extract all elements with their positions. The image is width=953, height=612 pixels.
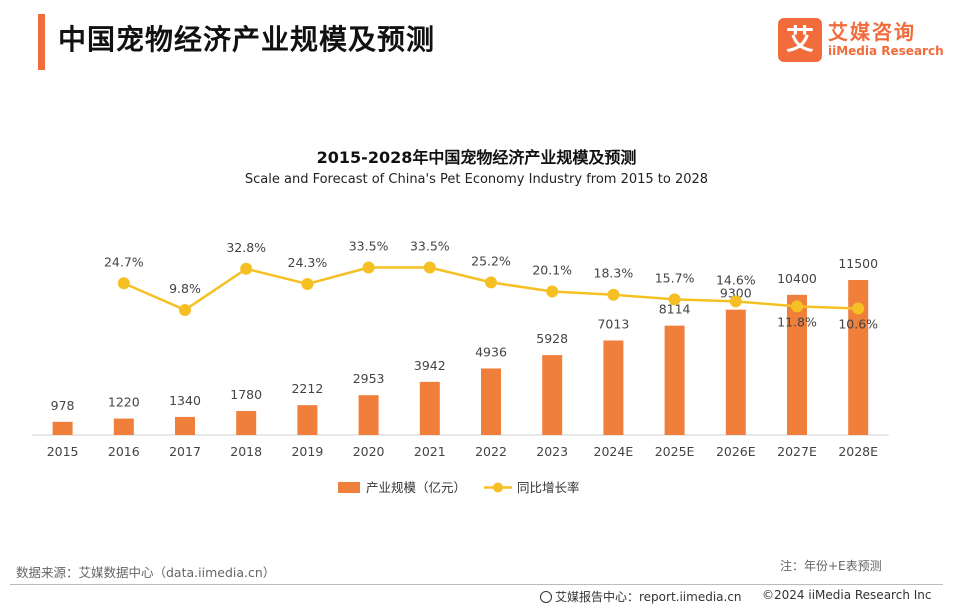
bar-label-2023: 5928 <box>536 331 568 346</box>
x-tick-2025E: 2025E <box>655 444 695 459</box>
bar-2020 <box>358 395 379 435</box>
bar-2026E <box>725 309 746 435</box>
x-tick-2024E: 2024E <box>594 444 634 459</box>
growth-label-2019: 24.3% <box>288 255 328 270</box>
bar-label-2022: 4936 <box>475 344 507 359</box>
growth-label-2017: 9.8% <box>169 281 201 296</box>
growth-point-2019 <box>301 278 314 291</box>
logo-cn-text: 艾媒咨询 <box>828 20 916 44</box>
bar-2017 <box>175 416 195 435</box>
growth-point-2022 <box>485 276 497 289</box>
bar-2023 <box>542 355 563 435</box>
bar-label-2028E: 11500 <box>838 256 878 271</box>
growth-label-2022: 25.2% <box>471 253 511 268</box>
growth-point-2025E <box>668 293 681 306</box>
bar-label-2019: 2212 <box>291 381 323 396</box>
bar-2018 <box>236 411 257 435</box>
growth-label-2025E: 15.7% <box>655 270 695 285</box>
growth-label-2024E: 18.3% <box>594 266 634 281</box>
growth-point-2018 <box>240 262 253 275</box>
growth-label-2021: 33.5% <box>410 239 450 254</box>
x-tick-2018: 2018 <box>230 444 262 459</box>
growth-point-2016 <box>117 277 130 290</box>
footer-divider <box>10 584 943 585</box>
x-tick-2021: 2021 <box>414 444 446 459</box>
forecast-note: 注：年份+E表预测 <box>780 559 882 573</box>
legend-bar-swatch <box>338 482 360 493</box>
x-tick-2015: 2015 <box>47 444 79 459</box>
growth-point-2017 <box>179 303 191 316</box>
bar-2019 <box>297 405 318 435</box>
data-source: 数据来源：艾媒数据中心（data.iimedia.cn） <box>16 565 276 580</box>
x-tick-2019: 2019 <box>291 444 323 459</box>
bar-2015 <box>52 421 73 435</box>
page-title: 中国宠物经济产业规模及预测 <box>58 23 436 56</box>
bar-label-2020: 2953 <box>353 371 385 386</box>
bar-label-2024E: 7013 <box>597 316 629 331</box>
growth-point-2024E <box>607 288 620 301</box>
brand-logo: 艾 艾媒咨询 iiMedia Research <box>778 16 944 68</box>
footer-copyright: ©2024 iiMedia Research Inc <box>762 588 932 602</box>
chart-title: 2015-2028年中国宠物经济产业规模及预测 <box>316 148 637 167</box>
growth-point-2020 <box>362 261 375 274</box>
growth-label-2016: 24.7% <box>104 254 144 269</box>
x-tick-2027E: 2027E <box>777 444 817 459</box>
bar-label-2027E: 10400 <box>777 271 817 286</box>
growth-label-2020: 33.5% <box>349 239 389 254</box>
bar-2027E <box>787 294 807 435</box>
x-tick-2023: 2023 <box>536 444 568 459</box>
chart-subtitle: Scale and Forecast of China's Pet Econom… <box>244 172 709 187</box>
globe-icon <box>540 591 552 603</box>
title-accent-bar <box>38 14 45 70</box>
bar-2021 <box>419 381 440 435</box>
x-tick-2020: 2020 <box>353 444 385 459</box>
bar-2024E <box>603 340 624 435</box>
legend-line-marker <box>493 482 503 493</box>
bar-2022 <box>481 368 501 435</box>
bar-2016 <box>113 418 134 435</box>
x-tick-2022: 2022 <box>475 444 507 459</box>
x-tick-2026E: 2026E <box>716 444 756 459</box>
legend-line-label: 同比增长率 <box>517 480 580 495</box>
x-tick-2016: 2016 <box>108 444 140 459</box>
growth-point-2027E <box>791 300 803 313</box>
bar-label-2016: 1220 <box>108 395 140 410</box>
growth-label-2023: 20.1% <box>532 263 572 278</box>
footer-left-text: 艾媒报告中心：report.iimedia.cn <box>555 590 742 604</box>
growth-point-2028E <box>852 302 865 315</box>
growth-point-2026E <box>729 295 742 308</box>
bar-label-2025E: 8114 <box>659 302 691 317</box>
bar-2025E <box>664 325 685 435</box>
growth-label-2027E: 11.8% <box>777 314 817 329</box>
bar-label-2026E: 9300 <box>720 286 752 301</box>
bar-label-2021: 3942 <box>414 358 446 373</box>
bar-label-2017: 1340 <box>169 393 201 408</box>
x-tick-2028E: 2028E <box>838 444 878 459</box>
growth-point-2023 <box>546 285 559 298</box>
bar-2028E <box>848 280 869 435</box>
bar-label-2015: 978 <box>51 398 75 413</box>
growth-label-2018: 32.8% <box>226 240 266 255</box>
growth-point-2021 <box>423 261 436 274</box>
x-tick-2017: 2017 <box>169 444 201 459</box>
growth-label-2026E: 14.6% <box>716 272 756 287</box>
legend-bar-label: 产业规模（亿元） <box>366 480 466 495</box>
logo-en-text: iiMedia Research <box>828 44 944 58</box>
growth-label-2028E: 10.6% <box>838 317 878 332</box>
bar-label-2018: 1780 <box>230 387 262 402</box>
footer-report-center: 艾媒报告中心：report.iimedia.cn <box>540 588 742 605</box>
logo-mark-icon: 艾 <box>778 18 822 62</box>
